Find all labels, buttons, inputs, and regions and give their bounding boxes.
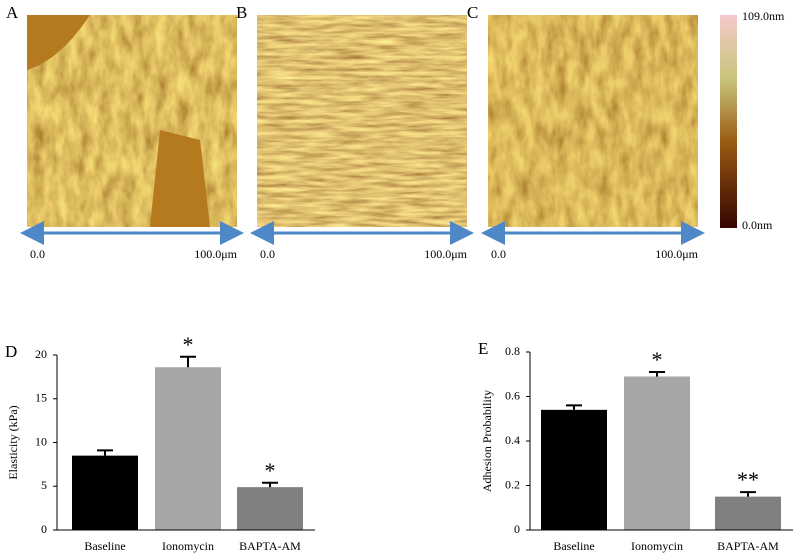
x-tick-label: Ionomycin [631,539,683,553]
panel-label: C [467,3,478,22]
x-tick-label: Ionomycin [162,539,214,553]
bar [237,487,303,530]
error-bar [180,355,196,368]
colorbar-label: 0.0nm [742,218,773,232]
panel-label: D [5,342,17,361]
significance-label: * [183,332,194,357]
y-tick-label: 5 [41,478,47,492]
x-tick-label: Baseline [553,539,594,553]
afm-image-c [488,15,698,227]
y-tick-label: 0.6 [505,388,520,402]
y-tick-label: 0.4 [505,433,520,447]
scale-label: 100.0μm [194,247,237,261]
y-axis-label: Elasticity (kPa) [6,405,20,479]
error-bar [566,404,582,410]
x-tick-label: BAPTA-AM [239,539,301,553]
bar [72,455,138,530]
error-bar [649,371,665,377]
error-bar [262,481,278,488]
y-tick-label: 15 [35,391,47,405]
bar [155,367,221,530]
afm-image-b [257,15,467,227]
bar [624,376,690,530]
scale-label: 0.0 [260,247,275,261]
bar [715,496,781,530]
y-tick-label: 10 [35,434,47,448]
scale-label: 100.0μm [424,247,467,261]
error-bar [97,449,113,456]
panel-label: B [236,3,247,22]
panel-label: A [6,3,19,22]
colorbar-label: 109.0nm [742,9,785,23]
scale-label: 0.0 [30,247,45,261]
y-tick-label: 0.2 [505,477,520,491]
y-axis-label: Adhesion Probability [480,390,494,492]
y-tick-label: 0 [41,522,47,536]
error-bar [740,491,756,497]
significance-label: ** [737,467,759,492]
x-tick-label: BAPTA-AM [717,539,779,553]
y-tick-label: 20 [35,347,47,361]
significance-label: * [265,458,276,483]
scale-label: 100.0μm [655,247,698,261]
x-tick-label: Baseline [84,539,125,553]
y-tick-label: 0.8 [505,344,520,358]
bar [541,409,607,530]
panel-label: E [478,339,488,358]
significance-label: * [652,347,663,372]
scale-label: 0.0 [491,247,506,261]
colorbar [720,15,737,228]
y-tick-label: 0 [514,522,520,536]
afm-image-a [27,15,237,227]
